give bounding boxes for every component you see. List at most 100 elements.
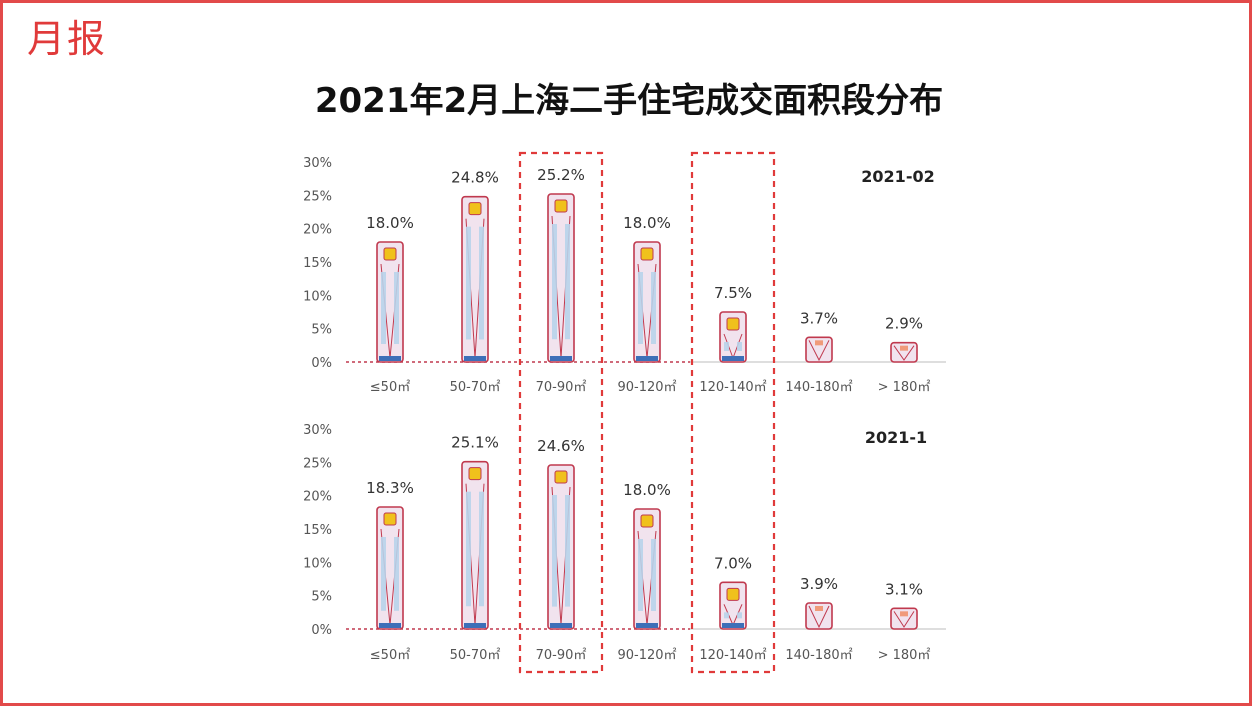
data-label: 24.8%: [451, 169, 499, 187]
data-label: 18.0%: [623, 214, 671, 232]
y-tick-label: 25%: [303, 189, 332, 204]
x-tick-label: 120-140㎡: [699, 648, 766, 663]
bar-group: [461, 460, 489, 630]
y-tick-label: 20%: [303, 223, 332, 238]
bar-group: [890, 607, 918, 630]
bar-group: [461, 195, 489, 363]
data-label: 25.2%: [537, 166, 585, 184]
page-title: 2021年2月上海二手住宅成交面积段分布: [314, 81, 944, 121]
bar-stripe-decoration: [893, 345, 915, 361]
bar-light-decoration: [900, 611, 908, 617]
bar-group: [376, 506, 404, 630]
bar-foot-decoration: [722, 623, 744, 628]
bar-glass-decoration: [394, 537, 399, 611]
chart-panel: 0% 5% 10% 15% 20% 25% 30% 2021-02 18.0% ≤50㎡ 24.8%…: [303, 156, 946, 395]
bar-glass-decoration: [724, 612, 729, 619]
y-tick-label: 5%: [311, 590, 332, 605]
data-label: 18.0%: [366, 214, 414, 232]
bar-foot-decoration: [550, 623, 572, 628]
bar-group: [376, 241, 404, 363]
x-tick-label: 50-70㎡: [450, 648, 501, 663]
bar: [890, 341, 918, 363]
data-label: 7.5%: [714, 284, 752, 302]
bar-light-decoration: [640, 247, 654, 261]
bar-foot-decoration: [464, 623, 486, 628]
bar-light-decoration: [815, 340, 823, 346]
bar-foot-decoration: [636, 623, 658, 628]
y-tick-label: 15%: [303, 523, 332, 538]
x-tick-label: 70-90㎡: [536, 380, 587, 395]
x-tick-label: 90-120㎡: [617, 380, 676, 395]
x-tick-label: 70-90㎡: [536, 648, 587, 663]
bar-light-decoration: [640, 514, 654, 528]
bar-light-decoration: [468, 467, 482, 481]
bar-glass-decoration: [638, 272, 643, 344]
bar-foot-decoration: [464, 356, 486, 361]
y-tick-label: 30%: [303, 423, 332, 438]
bar-glass-decoration: [552, 495, 557, 607]
bar-group: [719, 311, 747, 363]
bar-group: [719, 581, 747, 630]
bar-light-decoration: [554, 199, 568, 213]
x-tick-label: > 180㎡: [878, 380, 931, 395]
data-label: 2.9%: [885, 315, 923, 333]
bar-foot-decoration: [636, 356, 658, 361]
highlight-box: [518, 151, 604, 674]
bar-light-decoration: [383, 512, 397, 526]
bar-foot-decoration: [722, 356, 744, 361]
data-label: 7.0%: [714, 554, 752, 572]
x-tick-label: 90-120㎡: [617, 648, 676, 663]
x-tick-label: 50-70㎡: [450, 380, 501, 395]
bar-glass-decoration: [381, 537, 386, 611]
data-label: 18.0%: [623, 481, 671, 499]
bar-glass-decoration: [479, 491, 484, 607]
bar-light-decoration: [726, 587, 740, 601]
y-tick-label: 15%: [303, 256, 332, 271]
x-tick-label: ≤50㎡: [370, 648, 410, 663]
bar-group: [547, 193, 575, 363]
y-tick-label: 10%: [303, 556, 332, 571]
y-tick-label: 0%: [311, 623, 332, 638]
bar-glass-decoration: [565, 224, 570, 340]
bar-group: [805, 602, 833, 630]
data-label: 24.6%: [537, 437, 585, 455]
bar-light-decoration: [554, 470, 568, 484]
bar-glass-decoration: [737, 612, 742, 619]
y-tick-label: 20%: [303, 490, 332, 505]
bar-stripe-decoration: [808, 605, 830, 629]
bar-glass-decoration: [381, 272, 386, 344]
bar-group: [633, 241, 661, 363]
bar: [890, 607, 918, 630]
bar-stripe-decoration: [808, 340, 830, 362]
bar-group: [547, 464, 575, 630]
y-tick-label: 5%: [311, 323, 332, 338]
data-label: 3.1%: [885, 580, 923, 598]
chart-panel: 0% 5% 10% 15% 20% 25% 30% 2021-1 18.3% ≤50㎡ 25.1% 5…: [303, 423, 946, 663]
bar-glass-decoration: [466, 226, 471, 340]
logo: 月报: [27, 17, 108, 61]
x-tick-label: > 180㎡: [878, 648, 931, 663]
bar-light-decoration: [815, 606, 823, 611]
y-tick-label: 10%: [303, 289, 332, 304]
bar-group: [805, 336, 833, 363]
bar: [805, 602, 833, 630]
bar-stripe-decoration: [893, 611, 915, 628]
bar-glass-decoration: [638, 539, 643, 611]
bar-foot-decoration: [379, 623, 401, 628]
bar-light-decoration: [726, 317, 740, 331]
bar-light-decoration: [468, 202, 482, 216]
bar-glass-decoration: [651, 272, 656, 344]
data-label: 18.3%: [366, 479, 414, 497]
bar-glass-decoration: [466, 491, 471, 607]
bar-foot-decoration: [550, 356, 572, 361]
bar-glass-decoration: [565, 495, 570, 607]
bar-light-decoration: [900, 345, 908, 351]
bar-glass-decoration: [479, 226, 484, 340]
bar-light-decoration: [383, 247, 397, 261]
bar-foot-decoration: [379, 356, 401, 361]
bar-glass-decoration: [724, 342, 729, 351]
x-tick-label: ≤50㎡: [370, 380, 410, 395]
chart-title: 2021-02: [861, 167, 934, 186]
